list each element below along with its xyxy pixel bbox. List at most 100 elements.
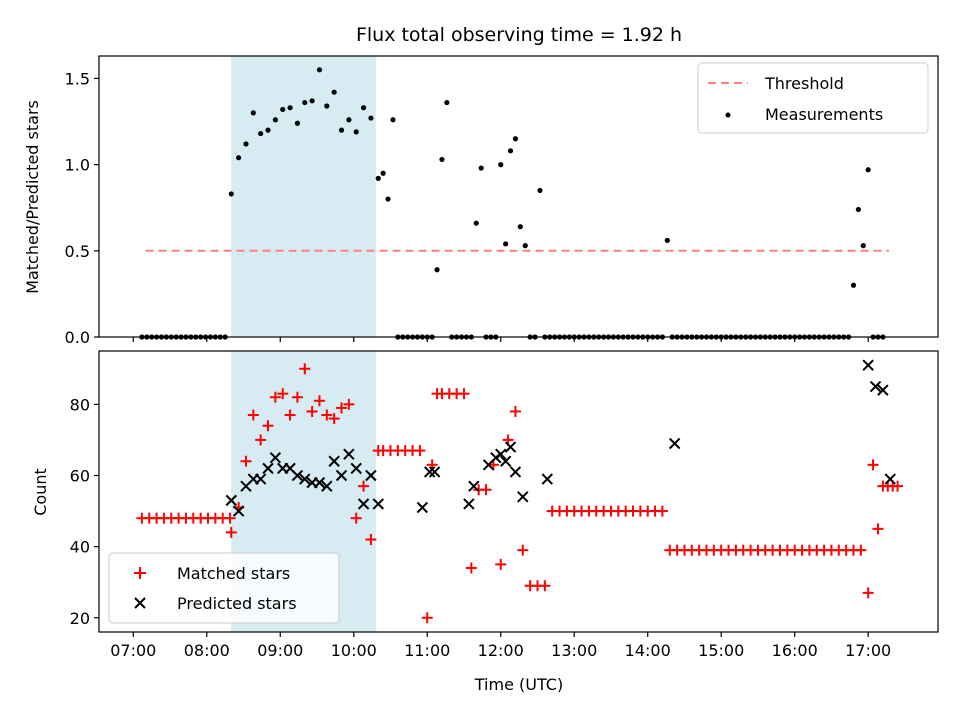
- matched-star-marker: [350, 512, 362, 524]
- x-tick-label: 10:00: [331, 641, 377, 660]
- matched-star-marker: [517, 544, 529, 556]
- matched-star-marker: [291, 391, 303, 403]
- top-legend-box: [697, 62, 929, 134]
- x-axis-label: Time (UTC): [474, 675, 563, 694]
- measurement-point: [294, 120, 301, 126]
- measurement-point: [302, 99, 308, 106]
- chart-title: Flux total observing time = 1.92 h: [356, 24, 682, 46]
- y-tick-label: 1.5: [65, 69, 90, 88]
- predicted-star-marker: [291, 469, 304, 482]
- y-tick-label: 40: [70, 538, 90, 557]
- matched-star-marker: [269, 391, 281, 403]
- measurement-point: [375, 175, 381, 181]
- matched-star-marker: [509, 405, 521, 417]
- predicted-star-marker: [350, 462, 362, 475]
- measurement-point: [309, 98, 315, 104]
- measurement-point: [228, 191, 234, 197]
- measurement-point: [517, 224, 523, 230]
- predicted-star-marker: [668, 437, 681, 450]
- matched-star-marker: [321, 409, 333, 421]
- predicted-star-marker: [862, 359, 874, 371]
- y-tick-label: 1.0: [65, 156, 90, 175]
- measurement-point: [473, 220, 479, 226]
- matched-star-marker: [224, 512, 236, 524]
- x-tick-label: 15:00: [698, 641, 744, 660]
- predicted-star-marker: [495, 448, 507, 460]
- measurement-point: [346, 117, 352, 123]
- top-legend-measurements-swatch: [725, 112, 731, 118]
- measurement-point: [855, 206, 861, 213]
- predicted-star-marker: [504, 441, 517, 453]
- top-panel: 0.0 0.5 1.0 1.5 Matched/Predicted stars Thr…: [23, 55, 939, 347]
- measurement-point: [503, 241, 509, 247]
- matched-star-marker: [284, 409, 296, 421]
- measurement-point: [236, 155, 242, 161]
- predicted-star-marker: [877, 384, 889, 396]
- measurement-point: [258, 130, 264, 137]
- matched-star-marker: [480, 484, 492, 496]
- matched-star-marker: [225, 526, 237, 538]
- matched-star-marker: [872, 523, 884, 535]
- x-tick-label: 07:00: [110, 641, 156, 660]
- measurement-point: [434, 267, 440, 273]
- measurement-point: [865, 167, 871, 173]
- matched-star-marker: [458, 388, 470, 400]
- top-legend-measurements-label: Measurements: [765, 105, 883, 124]
- matched-star-marker: [365, 534, 377, 546]
- matched-star-marker: [656, 505, 668, 517]
- matched-star-marker: [465, 562, 477, 574]
- measurement-point: [390, 117, 396, 123]
- predicted-star-marker: [321, 480, 333, 492]
- matched-star-marker: [240, 455, 252, 467]
- bottom-y-ticks: 20 40 60 80: [70, 395, 99, 628]
- bottom-legend-matched-swatch: [134, 567, 146, 579]
- predicted-star-marker: [232, 505, 245, 517]
- shaded-interval-rect: [231, 56, 376, 337]
- bottom-legend: Matched stars Predicted stars: [108, 552, 340, 624]
- predicted-star-marker: [884, 473, 896, 485]
- y-tick-label: 0.5: [65, 242, 90, 261]
- top-axes-frame: [98, 55, 939, 338]
- predicted-star-marker: [416, 501, 429, 514]
- predicted-star-marker: [365, 469, 377, 482]
- bottom-legend-box: [108, 552, 340, 624]
- matched-star-marker: [255, 434, 267, 446]
- top-shaded-interval: [231, 56, 376, 337]
- matched-star-marker: [892, 480, 904, 492]
- measurement-point: [850, 282, 857, 288]
- x-tick-label: 09:00: [257, 641, 303, 660]
- predicted-star-markers: [225, 359, 896, 517]
- y-tick-label: 20: [70, 609, 90, 628]
- top-legend-threshold-label: Threshold: [764, 74, 844, 93]
- matched-star-marker: [358, 480, 370, 492]
- bottom-panel: 20 40 60 80 07:00 08:00 09:00 10:00 11:00 12:00 1…: [31, 350, 939, 694]
- predicted-star-marker: [269, 452, 282, 464]
- measurement-point: [338, 127, 345, 133]
- matched-star-marker: [867, 459, 879, 471]
- measurement-point: [243, 141, 249, 147]
- measurement-point: [507, 148, 514, 154]
- matched-star-marker: [247, 409, 259, 421]
- measurement-point: [522, 243, 528, 249]
- measurement-point: [331, 89, 337, 95]
- measurement-point: [537, 187, 543, 194]
- predicted-star-marker: [328, 455, 340, 467]
- matched-star-marker: [414, 445, 426, 457]
- predicted-star-marker: [499, 455, 512, 467]
- measurement-point: [324, 103, 330, 109]
- top-legend: Threshold Measurements: [697, 62, 929, 134]
- matched-star-marker: [539, 580, 551, 592]
- measurement-point: [860, 243, 866, 249]
- bottom-axes-frame: [98, 350, 939, 633]
- measurement-point: [439, 156, 445, 163]
- matched-star-marker: [313, 395, 325, 407]
- predicted-star-marker: [468, 480, 480, 492]
- predicted-star-marker: [428, 466, 441, 478]
- y-tick-label: 0.0: [65, 328, 90, 347]
- measurement-point: [444, 99, 450, 106]
- predicted-star-marker: [423, 466, 436, 478]
- measurement-point: [250, 110, 256, 116]
- predicted-star-marker: [343, 448, 355, 460]
- predicted-star-marker: [869, 380, 882, 393]
- measurement-point: [316, 67, 323, 73]
